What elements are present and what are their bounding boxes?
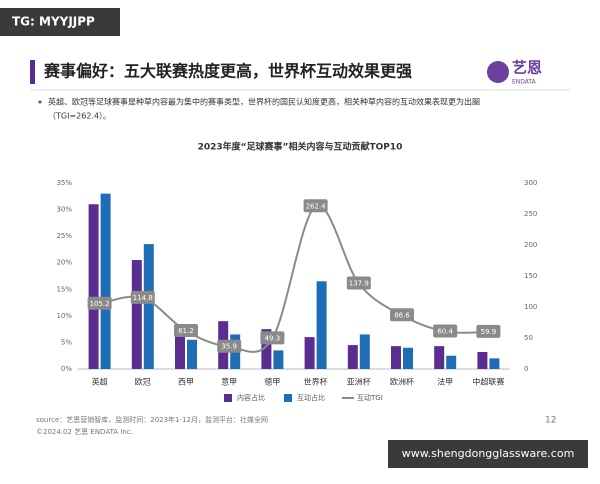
- bar: [187, 339, 197, 369]
- x-tick-label: 世界杯: [304, 377, 328, 387]
- footer-watermark-box: [388, 440, 588, 468]
- page-number: 12: [545, 416, 556, 426]
- value-label: 59.9: [481, 328, 497, 336]
- value-label: 114.8: [133, 294, 153, 302]
- value-label-box: [390, 308, 414, 322]
- copyright: ©2024.02 艺恩 ENDATA Inc.: [36, 428, 133, 436]
- y2-tick-label: 200: [524, 241, 537, 249]
- y-tick-label: 0%: [61, 365, 72, 373]
- chart-title: 2023年度“足球赛事”相关内容与互动贡献TOP10: [198, 141, 403, 153]
- bar: [359, 334, 370, 369]
- value-label-box: [303, 199, 328, 213]
- legend-label: 互动TGI: [357, 393, 383, 402]
- bar: [143, 244, 154, 369]
- bar: [347, 345, 358, 369]
- value-label-box: [260, 331, 285, 345]
- bar: [391, 346, 401, 369]
- y2-tick-label: 100: [524, 303, 537, 311]
- value-label: 262.4: [306, 202, 327, 210]
- bar: [403, 347, 413, 369]
- y-tick-label: 15%: [56, 285, 72, 293]
- bullet-text: 英超、欧冠等足球赛事是种草内容最为集中的赛事类型，世界杯的国民认知度更高，相关种…: [48, 97, 480, 107]
- value-label-box: [433, 324, 458, 338]
- y-tick-label: 30%: [56, 206, 72, 214]
- y2-tick-label: 50: [524, 334, 533, 342]
- legend-swatch: [224, 394, 232, 402]
- line: [99, 204, 489, 353]
- x-tick-label: 法甲: [437, 377, 453, 387]
- source: source：艺恩营销智库，监测时间：2023年1-12月，监测平台：社媒全网: [36, 415, 268, 424]
- bar: [316, 281, 327, 369]
- legend-label: 内容占比: [237, 393, 265, 402]
- footer-watermark: www.shengdongglassware.com: [402, 447, 575, 460]
- watermark-box: [0, 8, 120, 36]
- bar: [175, 326, 185, 369]
- bar: [273, 350, 284, 369]
- x-tick-label: 亚洲杯: [347, 377, 371, 387]
- value-label-box: [87, 296, 112, 310]
- x-tick-label: 中超联赛: [472, 377, 504, 387]
- bullet-dot: [38, 100, 42, 104]
- x-tick-label: 欧洲杯: [390, 377, 414, 387]
- value-label-box: [217, 339, 242, 353]
- logo: 艺恩: [512, 59, 542, 77]
- y2-tick-label: 150: [524, 272, 537, 280]
- value-label-box: [174, 324, 198, 338]
- value-label-box: [476, 324, 501, 338]
- bar: [88, 204, 99, 369]
- x-tick-label: 西甲: [178, 378, 194, 387]
- y-tick-label: 10%: [56, 312, 72, 320]
- bar: [304, 337, 315, 369]
- bullet-text: （TGI=262.4）。: [48, 112, 111, 121]
- y-tick-label: 20%: [56, 259, 72, 267]
- bar: [100, 193, 111, 369]
- logo-icon: [487, 61, 509, 83]
- legend-label: 互动占比: [297, 393, 325, 402]
- value-label: 137.9: [349, 280, 369, 288]
- bar: [477, 351, 488, 369]
- y-tick-label: 35%: [56, 179, 72, 187]
- y-tick-label: 25%: [56, 232, 72, 240]
- value-label: 60.4: [437, 328, 453, 336]
- value-label-box: [346, 276, 371, 290]
- x-tick-label: 意甲: [221, 377, 237, 387]
- x-tick-label: 英超: [92, 377, 108, 387]
- logo-sub: ENDATA: [512, 79, 537, 86]
- value-label: 61.2: [178, 327, 194, 335]
- x-tick-label: 欧冠: [135, 377, 151, 387]
- bar: [261, 329, 272, 369]
- legend-swatch: [284, 394, 292, 402]
- slide-title: 赛事偏好：五大联赛热度更高，世界杯互动效果更强: [43, 62, 412, 81]
- bar: [489, 358, 500, 369]
- y2-tick-label: 250: [524, 210, 537, 218]
- value-label: 35.9: [221, 343, 237, 351]
- title-accent: [30, 60, 35, 84]
- bar: [446, 355, 457, 369]
- value-label: 49.3: [265, 334, 281, 342]
- bar: [434, 346, 445, 369]
- value-label: 105.2: [90, 300, 110, 308]
- x-tick-label: 德甲: [264, 377, 280, 387]
- bar: [131, 260, 142, 369]
- value-label: 86.6: [394, 311, 410, 319]
- y-tick-label: 5%: [61, 338, 72, 346]
- y2-tick-label: 0: [524, 365, 528, 373]
- value-label-box: [130, 290, 155, 304]
- y2-tick-label: 300: [524, 179, 537, 187]
- watermark: TG: MYYJJPP: [12, 15, 95, 29]
